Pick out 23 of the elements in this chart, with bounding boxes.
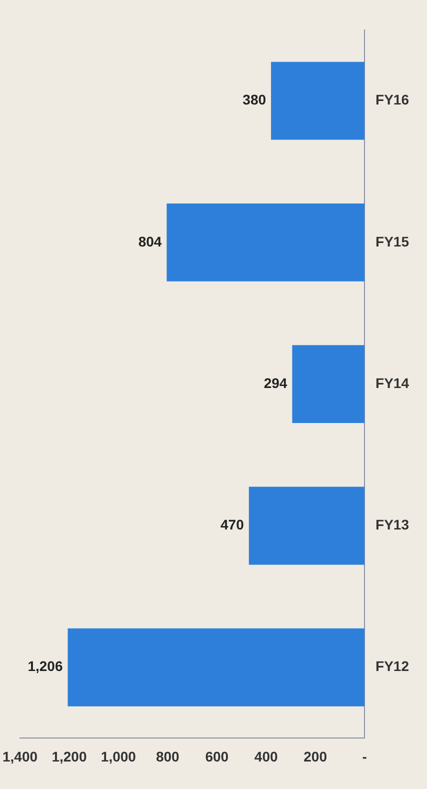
y-tick-label: FY14 bbox=[376, 374, 410, 391]
y-tick-label: FY15 bbox=[376, 233, 410, 250]
bar bbox=[248, 486, 365, 565]
x-tick-label: 1,000 bbox=[100, 748, 136, 764]
bar bbox=[68, 628, 365, 706]
bar bbox=[292, 345, 365, 424]
bar bbox=[166, 204, 365, 282]
y-tick-label: FY13 bbox=[376, 516, 410, 533]
data-label: 294 bbox=[264, 374, 288, 391]
y-tick-label: FY16 bbox=[376, 92, 410, 108]
x-tick-label: 200 bbox=[304, 748, 328, 764]
bar bbox=[271, 62, 365, 140]
y-tick-label: FY12 bbox=[376, 658, 410, 674]
data-label: 1,206 bbox=[28, 658, 63, 674]
data-label: 380 bbox=[242, 92, 266, 108]
data-label: 470 bbox=[220, 516, 244, 533]
x-tick-label: 400 bbox=[254, 748, 278, 764]
x-tick-label: 1,400 bbox=[2, 748, 38, 764]
x-tick-label: 1,200 bbox=[52, 748, 87, 764]
data-label: 804 bbox=[138, 233, 162, 250]
x-tick-label: - bbox=[362, 748, 368, 764]
x-tick-label: 600 bbox=[205, 748, 229, 764]
x-tick-label: 800 bbox=[156, 748, 180, 764]
